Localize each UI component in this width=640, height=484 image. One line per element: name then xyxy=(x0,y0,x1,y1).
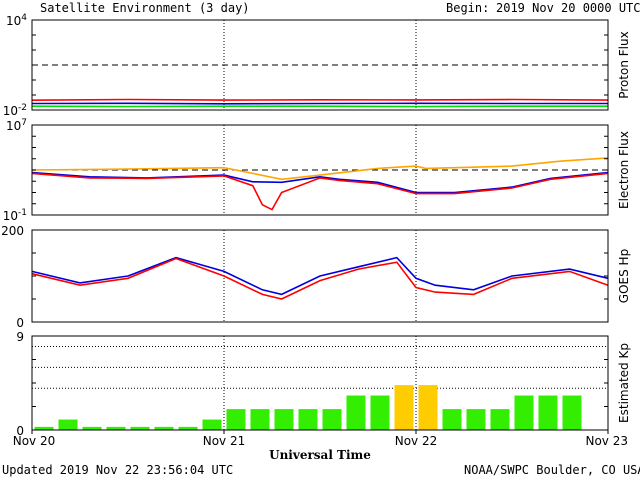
kp-bar xyxy=(59,420,78,430)
hp-panel xyxy=(32,230,608,322)
kp-ytick-label: 9 xyxy=(16,330,24,344)
proton-ytick-exponent: 4 xyxy=(21,13,27,23)
proton-red-series xyxy=(32,100,608,101)
kp-ylabel: Estimated Kp xyxy=(617,343,631,423)
electron-panel: 107 10-1 xyxy=(3,118,608,223)
electron-ylabel: Electron Flux xyxy=(617,131,631,209)
kp-bar xyxy=(347,396,366,430)
electron-ytick-label: 107 xyxy=(6,118,27,133)
kp-bar xyxy=(251,409,270,430)
proton-ylabel: Proton Flux xyxy=(617,31,631,98)
hp-ylabel: GOES Hp xyxy=(617,249,631,303)
kp-bar xyxy=(419,385,438,430)
updated-timestamp: Updated 2019 Nov 22 23:56:04 UTC xyxy=(2,463,233,477)
proton-ytick-label: 104 xyxy=(6,13,27,28)
kp-bar xyxy=(275,409,294,430)
begin-value: 2019 Nov 20 0000 UTC xyxy=(496,1,640,15)
electron-ytick-exponent: 7 xyxy=(21,118,27,128)
electron-ytick-exponent: -1 xyxy=(18,208,27,218)
page-title: Satellite Environment (3 day) xyxy=(40,1,250,15)
kp-bar xyxy=(563,396,582,430)
hp-ytick-label: 0 xyxy=(16,316,24,330)
proton-ytick-exponent: -2 xyxy=(18,103,27,113)
kp-bar xyxy=(443,409,462,430)
kp-bar xyxy=(203,420,222,430)
kp-bar xyxy=(299,409,318,430)
kp-bar xyxy=(227,409,246,430)
kp-bar xyxy=(539,396,558,430)
kp-bar xyxy=(467,409,486,430)
x-axis-label: Nov 23 xyxy=(585,434,628,448)
kp-bar xyxy=(395,385,414,430)
kp-bar xyxy=(371,396,390,430)
x-axis-label: Nov 22 xyxy=(395,434,438,448)
electron-ytick-label: 10-1 xyxy=(3,208,27,223)
kp-bar xyxy=(515,396,534,430)
kp-panel xyxy=(32,336,608,430)
proton-blue-series xyxy=(32,103,608,104)
x-axis-label: Nov 21 xyxy=(203,434,246,448)
proton-panel: 104 10-2 xyxy=(3,13,608,118)
begin-label: Begin: xyxy=(446,1,489,15)
proton-frame xyxy=(32,20,608,110)
kp-bar xyxy=(491,409,510,430)
hp-blue-series xyxy=(32,258,608,295)
hp-red-series xyxy=(32,259,608,300)
source-credit: NOAA/SWPC Boulder, CO USA xyxy=(464,463,640,477)
hp-ytick-label: 200 xyxy=(1,224,24,238)
electron-frame xyxy=(32,125,608,215)
proton-ytick-label: 10-2 xyxy=(3,103,27,118)
electron-red-series xyxy=(32,173,608,209)
x-axis-label: Nov 20 xyxy=(13,434,56,448)
x-axis-title: Universal Time xyxy=(269,448,371,462)
kp-bar xyxy=(323,409,342,430)
